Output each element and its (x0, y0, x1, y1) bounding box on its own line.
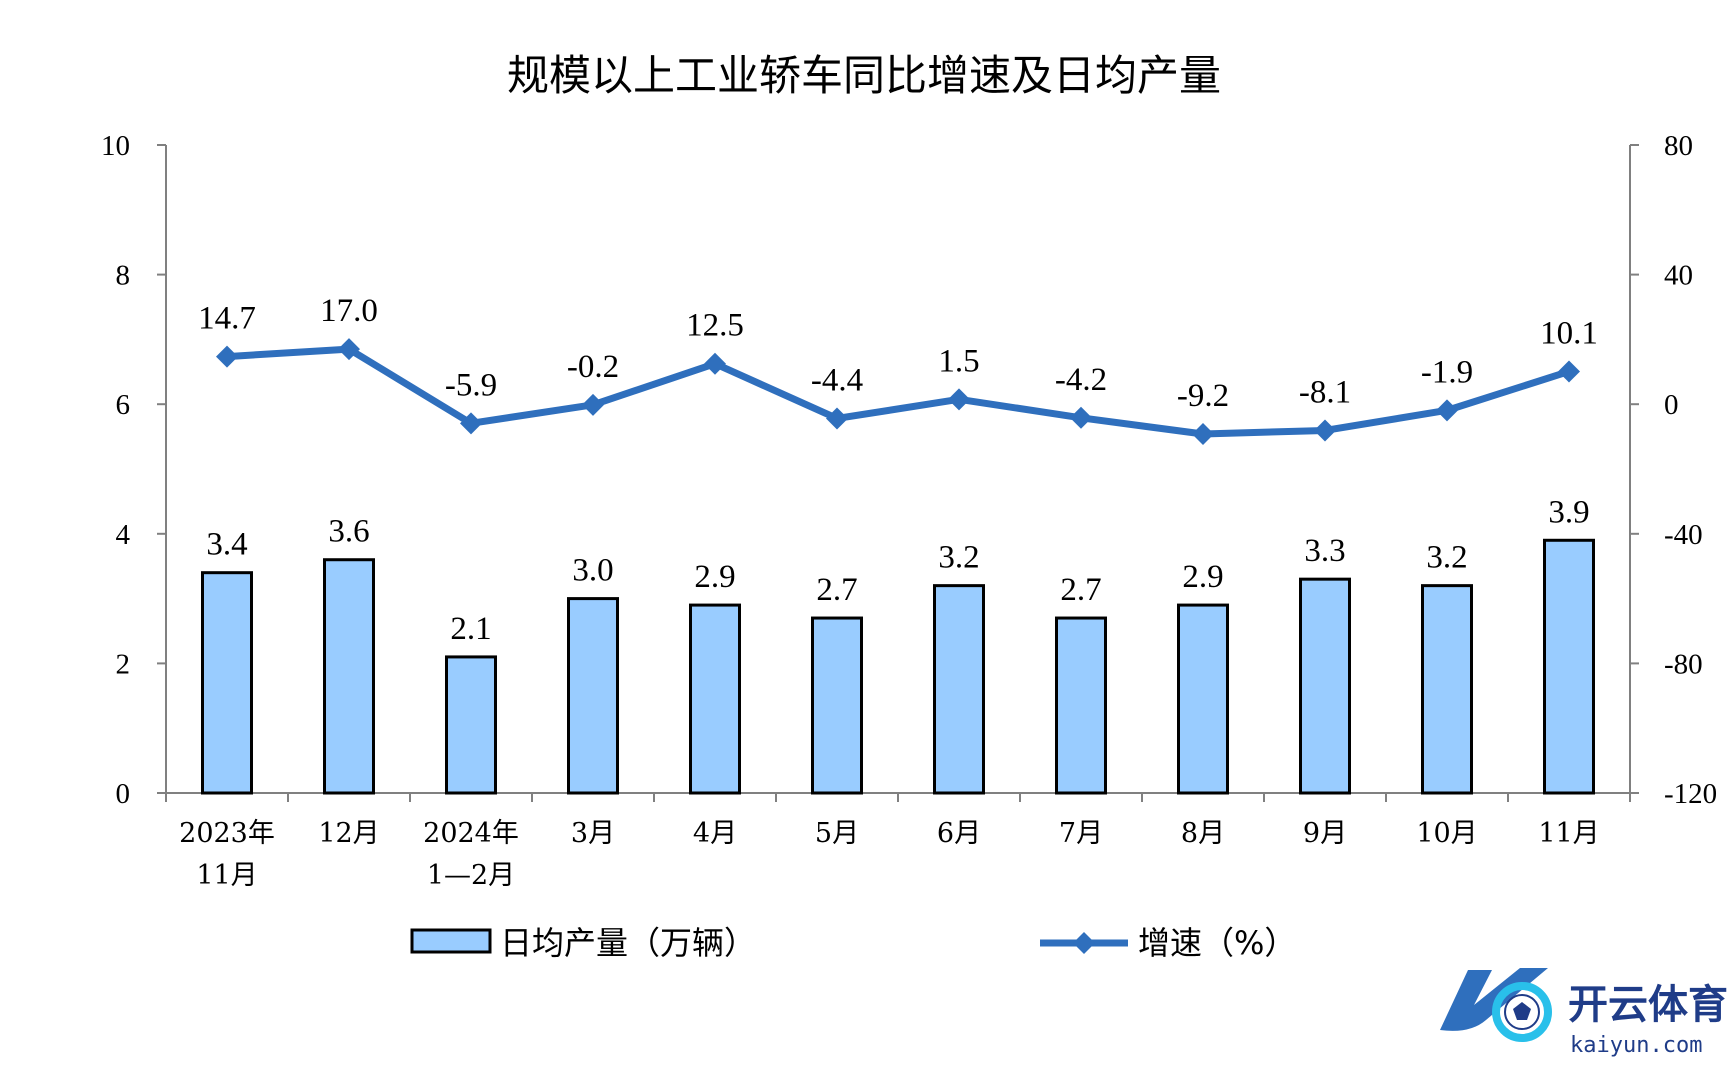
legend-line-label: 增速（%） (1138, 924, 1296, 962)
bar-value-label: 3.4 (206, 527, 247, 563)
y-left-tick-label: 6 (116, 389, 131, 421)
line-value-label: 1.5 (938, 343, 979, 379)
category-label: 2024年 (423, 818, 519, 849)
line-value-label: -4.4 (811, 362, 863, 398)
bar-value-label: 3.3 (1304, 533, 1345, 569)
bar (811, 616, 863, 795)
legend-bar-swatch (410, 928, 492, 954)
category-label: 11月 (196, 860, 257, 891)
diamond-marker (460, 412, 482, 435)
bar (1299, 577, 1351, 795)
category-label: 6月 (937, 818, 981, 849)
category-label: 9月 (1303, 818, 1347, 849)
y-right-tick-label: -80 (1664, 648, 1703, 680)
line-value-label: -5.9 (445, 367, 497, 403)
bar (1543, 538, 1595, 795)
line-value-label: -4.2 (1055, 362, 1107, 398)
line-value-label: -8.1 (1299, 374, 1351, 410)
bar (1055, 616, 1107, 795)
bar-value-label: 3.6 (328, 514, 369, 550)
category-labels: 2023年 11月 12月 2024年 1—2月 3月 4月 5月 6月 7月 8月 9月 10月 11月 (179, 818, 1600, 891)
watermark-site: kaiyun.com (1570, 1033, 1702, 1058)
bar-value-label: 2.9 (1182, 559, 1223, 595)
growth-line (226, 345, 1571, 438)
line-value-label: 12.5 (686, 308, 744, 344)
diamond-marker (826, 407, 848, 430)
bar (933, 584, 985, 795)
diamond-marker (1436, 399, 1458, 422)
category-label: 11月 (1538, 818, 1599, 849)
line-value-label: 10.1 (1540, 315, 1598, 351)
legend: 日均产量（万辆） 增速（%） (410, 924, 1296, 962)
y-left-tick-label: 10 (101, 130, 130, 162)
diamond-marker (338, 338, 360, 361)
line-value-label: 17.0 (320, 293, 378, 329)
bar-value-label: 3.2 (1426, 540, 1467, 576)
y-left-tick-label: 2 (116, 648, 131, 680)
bar (1421, 584, 1473, 795)
line-value-label: -1.9 (1421, 354, 1473, 390)
watermark-name: 开云体育 (1568, 982, 1728, 1028)
chart-title: 规模以上工业轿车同比增速及日均产量 (507, 51, 1221, 100)
data-labels: 3.4 3.6 2.1 3.0 2.9 2.7 3.2 2.7 2.9 3.3 3.2 3.9 14.7… (198, 293, 1598, 647)
line-value-label: 14.7 (198, 301, 256, 337)
diamond-marker (1558, 360, 1580, 383)
bar (1177, 603, 1229, 795)
bar (689, 603, 741, 795)
category-label: 8月 (1181, 818, 1225, 849)
line-value-label: -9.2 (1177, 378, 1229, 414)
bar (445, 655, 497, 795)
diamond-marker (704, 352, 726, 375)
y-right-tick-label: 0 (1664, 389, 1679, 421)
category-label: 1—2月 (427, 860, 515, 891)
bar-series (201, 538, 1595, 795)
bar-value-label: 2.1 (450, 611, 491, 647)
bar-value-label: 3.9 (1548, 494, 1589, 530)
axes: 0 2 4 6 8 10 -120 -80 -40 0 40 80 (101, 130, 1717, 810)
y-left-tick-label: 4 (116, 519, 131, 551)
y-right-tick-label: 80 (1664, 130, 1693, 162)
legend-bar-label: 日均产量（万辆） (500, 924, 756, 962)
category-label: 3月 (571, 818, 615, 849)
bar-value-label: 3.0 (572, 553, 613, 589)
y-right-tick-label: 40 (1664, 260, 1693, 292)
diamond-marker (582, 393, 604, 416)
kaiyun-logo-icon (1440, 968, 1552, 1042)
bar-value-label: 2.7 (816, 572, 857, 608)
y-right-tick-label: -40 (1664, 519, 1703, 551)
diamond-marker (1192, 423, 1214, 446)
bar-value-label: 2.9 (694, 559, 735, 595)
category-label: 4月 (693, 818, 737, 849)
legend-line-marker (1073, 932, 1095, 954)
bar-value-label: 2.7 (1060, 572, 1101, 608)
diamond-marker (216, 345, 238, 368)
watermark: 开云体育 kaiyun.com (1440, 968, 1728, 1058)
category-label: 7月 (1059, 818, 1103, 849)
category-label: 2023年 (179, 818, 275, 849)
category-label: 5月 (815, 818, 859, 849)
diamond-marker (1314, 419, 1336, 442)
bar (323, 558, 375, 795)
bar-value-label: 3.2 (938, 540, 979, 576)
bar (201, 571, 253, 795)
line-value-label: -0.2 (567, 349, 619, 385)
line-series (216, 338, 1580, 446)
y-right-tick-label: -120 (1664, 778, 1717, 810)
diamond-marker (948, 388, 970, 411)
bar (567, 597, 619, 795)
category-label: 12月 (318, 818, 379, 849)
category-label: 10月 (1416, 818, 1477, 849)
diamond-marker (1070, 406, 1092, 429)
y-left-tick-label: 0 (116, 778, 131, 810)
y-left-tick-label: 8 (116, 260, 131, 292)
